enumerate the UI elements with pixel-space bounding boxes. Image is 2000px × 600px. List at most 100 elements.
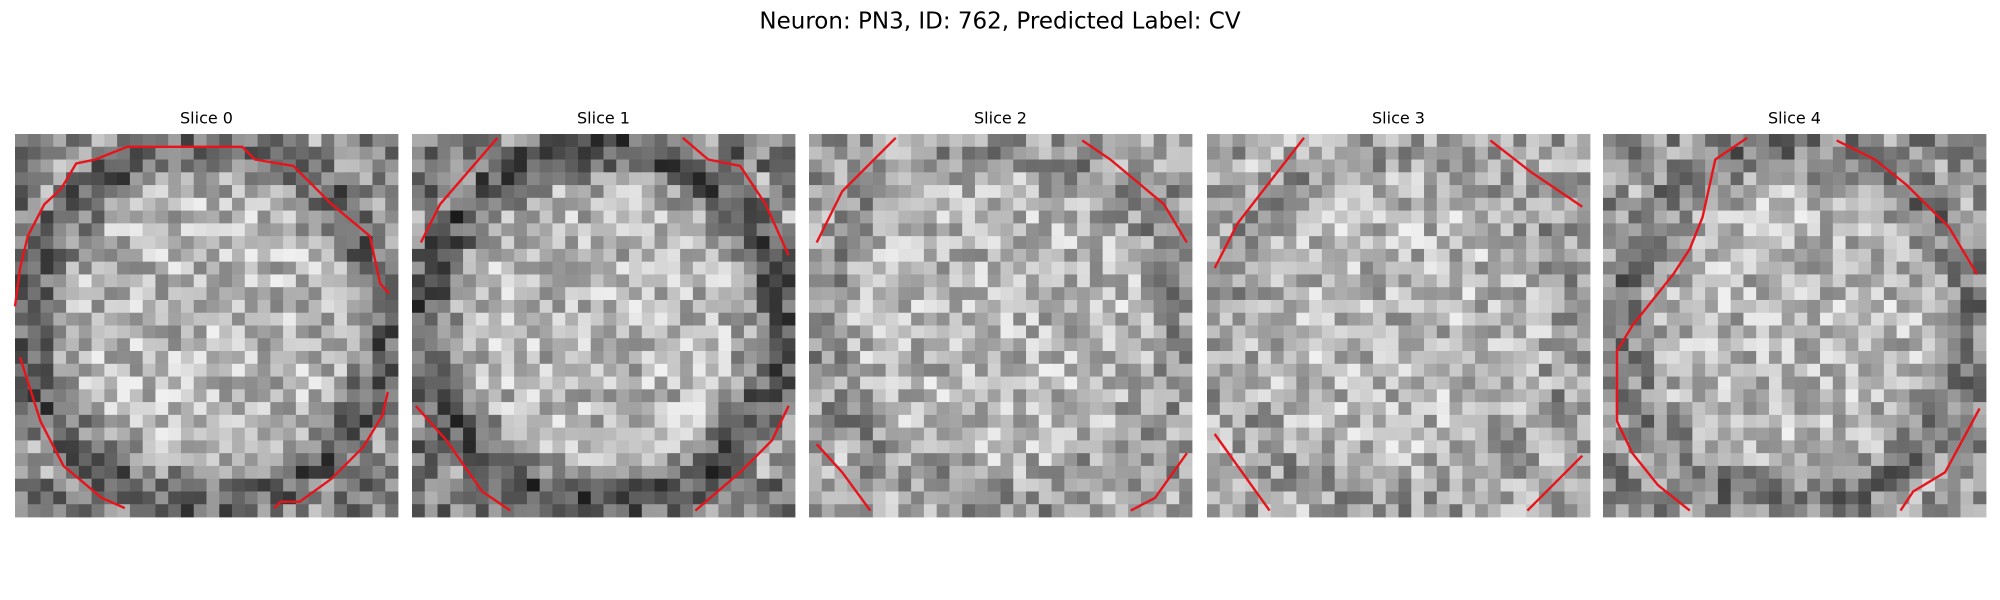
pixel [1973, 312, 1987, 326]
pixel [577, 376, 592, 390]
pixel [1807, 351, 1821, 365]
pixel [475, 134, 489, 148]
pixel [1871, 236, 1885, 250]
pixel [142, 465, 156, 480]
pixel [1564, 440, 1578, 454]
pixel [27, 223, 41, 237]
pixel [219, 312, 233, 326]
pixel [834, 134, 848, 148]
pixel [359, 363, 373, 377]
pixel [1487, 402, 1502, 416]
pixel [27, 210, 41, 224]
pixel [1577, 197, 1591, 211]
pixel [962, 159, 976, 173]
pixel [1372, 363, 1387, 377]
pixel [1283, 159, 1297, 173]
pixel [1270, 453, 1284, 467]
pixel [206, 248, 220, 263]
pixel [769, 197, 783, 211]
pixel [1309, 414, 1323, 429]
pixel [1794, 376, 1808, 390]
pixel [1385, 236, 1399, 250]
pixel [539, 312, 553, 326]
pixel [117, 440, 131, 454]
pixel [1551, 134, 1565, 148]
pixel [603, 338, 617, 352]
pixel [1960, 376, 1974, 390]
pixel [437, 172, 451, 186]
pixel [1372, 389, 1387, 403]
pixel [654, 134, 668, 148]
pixel [872, 389, 886, 403]
pixel [949, 248, 963, 263]
pixel [1013, 504, 1027, 518]
pixel [1500, 389, 1514, 403]
pixel [1768, 351, 1783, 365]
pixel [872, 491, 886, 505]
pixel [27, 491, 41, 505]
pixel [1794, 134, 1808, 148]
pixel [1245, 376, 1259, 390]
pixel [463, 440, 477, 454]
pixel [1232, 325, 1246, 339]
pixel [283, 351, 297, 365]
pixel [295, 427, 310, 441]
pixel [1730, 465, 1744, 480]
pixel [1564, 274, 1578, 288]
pixel [1666, 402, 1680, 416]
pixel [1845, 287, 1859, 301]
pixel [1013, 223, 1027, 237]
pixel [1140, 274, 1155, 288]
pixel [743, 478, 758, 492]
pixel [1871, 197, 1885, 211]
pixel [1398, 172, 1412, 186]
pixel [129, 465, 144, 480]
pixel [232, 197, 246, 211]
pixel [629, 351, 643, 365]
pixel [117, 376, 131, 390]
pixel [1449, 402, 1463, 416]
pixel [1603, 223, 1617, 237]
pixel [424, 159, 438, 173]
pixel [168, 389, 182, 403]
pixel [359, 465, 373, 480]
pixel [1347, 453, 1361, 467]
pixel [539, 223, 553, 237]
pixel [1794, 197, 1808, 211]
pixel [1679, 338, 1693, 352]
pixel [1207, 440, 1221, 454]
pixel [1909, 274, 1923, 288]
pixel [1794, 210, 1808, 224]
pixel [1424, 478, 1438, 492]
pixel [463, 185, 477, 199]
pixel [1153, 146, 1167, 160]
pixel [769, 351, 783, 365]
pixel [1026, 159, 1040, 173]
pixel [936, 197, 950, 211]
pixel [1166, 172, 1180, 186]
pixel [66, 491, 80, 505]
pixel [129, 172, 144, 186]
pixel [680, 376, 694, 390]
pixel [860, 363, 874, 377]
pixel [821, 414, 835, 429]
pixel [1140, 210, 1155, 224]
pixel [974, 504, 989, 518]
pixel [78, 312, 92, 326]
pixel [680, 402, 694, 416]
pixel [450, 325, 464, 339]
pixel [424, 248, 438, 263]
pixel [1845, 504, 1859, 518]
pixel [1832, 299, 1846, 314]
pixel [321, 172, 335, 186]
pixel [1922, 159, 1936, 173]
pixel [1283, 210, 1297, 224]
pixel [769, 453, 783, 467]
pixel [769, 504, 783, 518]
pixel [705, 363, 719, 377]
pixel [1038, 134, 1052, 148]
pixel [923, 287, 938, 301]
pixel [1207, 414, 1221, 429]
pixel [847, 134, 861, 148]
pixel [437, 210, 451, 224]
